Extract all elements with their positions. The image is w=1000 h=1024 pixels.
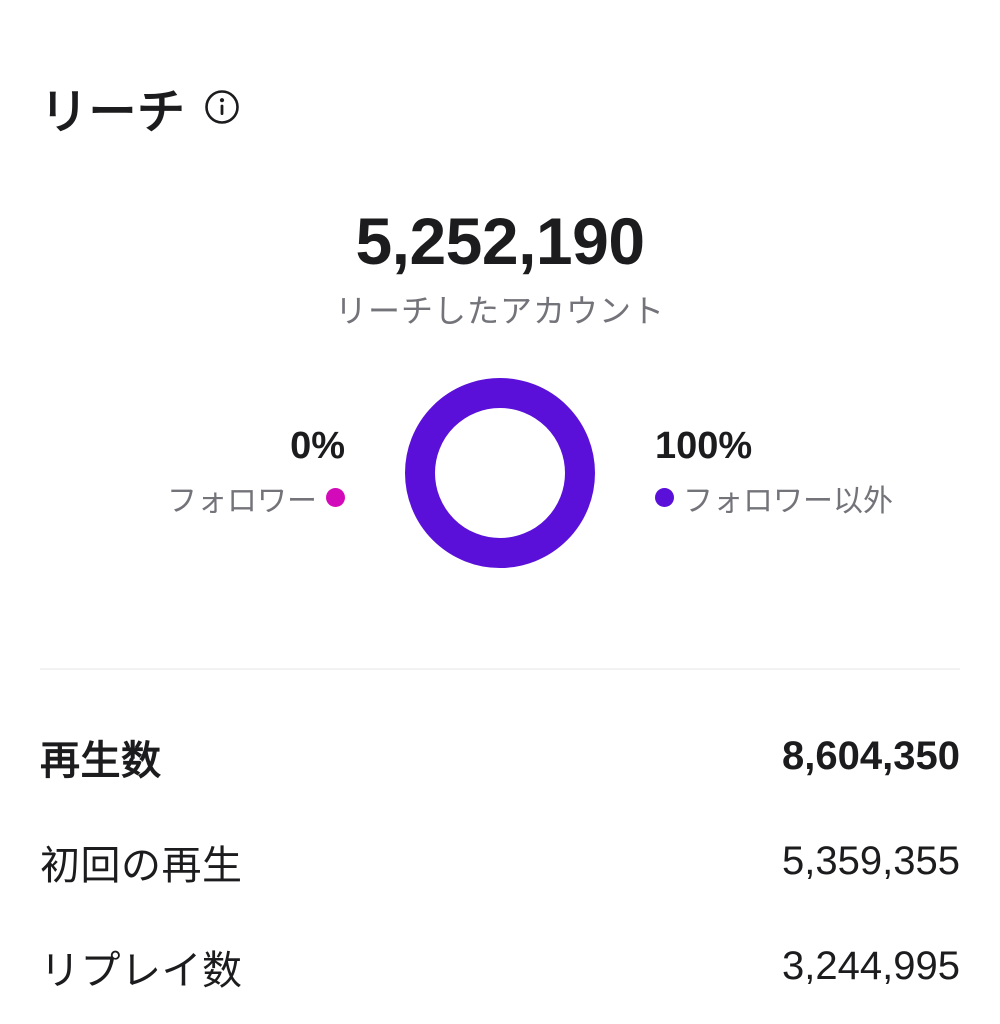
legend-followers: 0% フォロワー [40,425,345,520]
page-title: リーチ [40,86,186,139]
followers-label: フォロワー [167,484,317,518]
stat-row-initial-plays: 初回の再生 5,359,355 [0,809,1000,914]
reach-donut-chart: 0% フォロワー 100% フォロワー以外 [0,378,1000,568]
info-icon[interactable] [204,89,240,125]
donut-segment-non-followers [405,378,595,568]
reach-total-value: 5,252,190 [355,204,645,278]
stat-value: 5,359,355 [782,839,960,883]
non-followers-dot-icon [655,488,674,508]
stat-value: 8,604,350 [782,734,960,778]
stat-row-plays: 再生数 8,604,350 [0,704,1000,809]
section-divider [40,668,960,670]
stat-value: 3,244,995 [782,944,960,988]
reach-caption: リーチしたアカウント [334,293,665,329]
stat-label: 再生数 [40,738,162,783]
donut-ring [405,378,595,568]
stats-list: 再生数 8,604,350 初回の再生 5,359,355 リプレイ数 3,24… [0,704,1000,1019]
followers-dot-icon [326,488,345,508]
non-followers-label-row: フォロワー以外 [655,476,893,520]
legend-non-followers: 100% フォロワー以外 [655,425,960,520]
stat-label: リプレイ数 [40,948,243,993]
header: リーチ [0,0,1000,142]
followers-label-row: フォロワー [167,476,345,520]
reach-summary: 5,252,190 リーチしたアカウント [0,208,1000,332]
stat-label: 初回の再生 [40,843,243,888]
stat-row-replays: リプレイ数 3,244,995 [0,914,1000,1019]
non-followers-label: フォロワー以外 [683,484,893,518]
non-followers-percent: 100% [655,425,753,468]
followers-percent: 0% [290,425,345,468]
